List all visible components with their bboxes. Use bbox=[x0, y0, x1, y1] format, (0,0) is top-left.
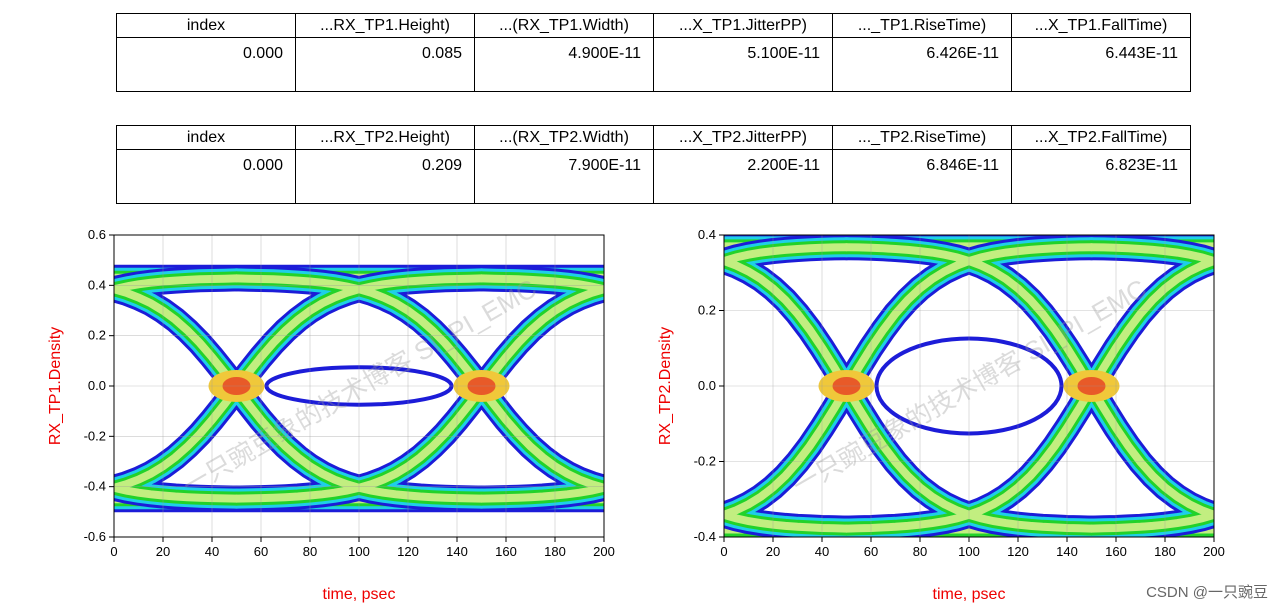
footer-credit: CSDN @一只豌豆 bbox=[1146, 584, 1268, 601]
eye-falling-band bbox=[114, 483, 241, 503]
cell-width: 4.900E-11 bbox=[474, 37, 654, 92]
y-tick-label: -0.4 bbox=[84, 479, 106, 494]
x-tick-label: 40 bbox=[815, 544, 829, 559]
x-tick-label: 120 bbox=[1007, 544, 1029, 559]
y-tick-label: 0.4 bbox=[88, 277, 106, 292]
x-tick-label: 40 bbox=[205, 544, 219, 559]
y-axis-label: RX_TP2.Density bbox=[657, 327, 674, 445]
cell-falltime: 6.443E-11 bbox=[1011, 37, 1191, 92]
x-tick-label: 160 bbox=[1105, 544, 1127, 559]
cell-height: 0.085 bbox=[295, 37, 475, 92]
eye-falling-band bbox=[477, 274, 604, 294]
cell-index: 0.000 bbox=[116, 37, 296, 92]
y-tick-label: 0.6 bbox=[88, 227, 106, 242]
column-header-risetime: ..._TP1.RiseTime) bbox=[832, 13, 1012, 38]
x-tick-label: 0 bbox=[720, 544, 727, 559]
column-header-width: ...(RX_TP1.Width) bbox=[474, 13, 654, 38]
y-tick-label: -0.2 bbox=[694, 454, 716, 469]
y-tick-label: 0.2 bbox=[698, 303, 716, 318]
x-axis-label: time, psec bbox=[323, 586, 396, 603]
cell-height: 0.209 bbox=[295, 149, 475, 204]
column-header-width: ...(RX_TP2.Width) bbox=[474, 125, 654, 150]
eye-falling-band bbox=[1087, 243, 1214, 266]
eye-diagram-rx-tp1: 0 20 40 60 80 100 120 140 160 180 200 -0.6 -0.4 -0.2 0… bbox=[47, 227, 615, 603]
y-tick-label: 0.0 bbox=[88, 378, 106, 393]
y-tick-label: 0.2 bbox=[88, 328, 106, 343]
cell-jitter: 5.100E-11 bbox=[653, 37, 833, 92]
y-tick-label: 0.4 bbox=[698, 227, 716, 242]
x-tick-label: 180 bbox=[544, 544, 566, 559]
x-tick-label: 120 bbox=[397, 544, 419, 559]
x-tick-label: 100 bbox=[348, 544, 370, 559]
x-tick-label: 80 bbox=[303, 544, 317, 559]
y-tick-label: -0.4 bbox=[694, 529, 716, 544]
column-header-risetime: ..._TP2.RiseTime) bbox=[832, 125, 1012, 150]
column-header-falltime: ...X_TP2.FallTime) bbox=[1011, 125, 1191, 150]
cell-width: 7.900E-11 bbox=[474, 149, 654, 204]
cell-risetime: 6.846E-11 bbox=[832, 149, 1012, 204]
x-tick-label: 180 bbox=[1154, 544, 1176, 559]
x-tick-label: 80 bbox=[913, 544, 927, 559]
cell-falltime: 6.823E-11 bbox=[1011, 149, 1191, 204]
column-header-jitter: ...X_TP1.JitterPP) bbox=[653, 13, 833, 38]
column-header-height: ...RX_TP2.Height) bbox=[295, 125, 475, 150]
eye-rising-band bbox=[1087, 510, 1214, 533]
column-header-falltime: ...X_TP1.FallTime) bbox=[1011, 13, 1191, 38]
column-header-index: index bbox=[116, 13, 296, 38]
column-header-jitter: ...X_TP2.JitterPP) bbox=[653, 125, 833, 150]
cell-jitter: 2.200E-11 bbox=[653, 149, 833, 204]
x-tick-label: 160 bbox=[495, 544, 517, 559]
eye-rising-band bbox=[724, 243, 851, 266]
table-header-row: index ...RX_TP1.Height) ...(RX_TP1.Width… bbox=[116, 13, 1191, 38]
eye-rising-band bbox=[477, 483, 604, 503]
x-axis-label: time, psec bbox=[933, 586, 1006, 603]
x-tick-label: 0 bbox=[110, 544, 117, 559]
table-row: 0.000 0.209 7.900E-11 2.200E-11 6.846E-1… bbox=[116, 149, 1191, 204]
table-row: 0.000 0.085 4.900E-11 5.100E-11 6.426E-1… bbox=[116, 37, 1191, 92]
x-tick-label: 200 bbox=[593, 544, 615, 559]
x-tick-label: 20 bbox=[766, 544, 780, 559]
x-tick-label: 200 bbox=[1203, 544, 1225, 559]
column-header-index: index bbox=[116, 125, 296, 150]
table-header-row: index ...RX_TP2.Height) ...(RX_TP2.Width… bbox=[116, 125, 1191, 150]
x-tick-label: 60 bbox=[864, 544, 878, 559]
x-tick-label: 140 bbox=[1056, 544, 1078, 559]
eye-diagram-rx-tp2: 0 20 40 60 80 100 120 140 160 180 200 -0.4 -0.2 0.0 0.… bbox=[657, 227, 1225, 603]
table-rx-tp1: index ...RX_TP1.Height) ...(RX_TP1.Width… bbox=[116, 13, 1191, 92]
y-tick-label: -0.6 bbox=[84, 529, 106, 544]
x-tick-label: 100 bbox=[958, 544, 980, 559]
eye-rising-band bbox=[114, 274, 241, 294]
x-tick-label: 20 bbox=[156, 544, 170, 559]
column-header-height: ...RX_TP1.Height) bbox=[295, 13, 475, 38]
cell-index: 0.000 bbox=[116, 149, 296, 204]
cell-risetime: 6.426E-11 bbox=[832, 37, 1012, 92]
table-rx-tp2: index ...RX_TP2.Height) ...(RX_TP2.Width… bbox=[116, 125, 1191, 204]
y-axis-label: RX_TP1.Density bbox=[47, 327, 64, 445]
x-tick-label: 140 bbox=[446, 544, 468, 559]
y-tick-label: -0.2 bbox=[84, 428, 106, 443]
y-tick-label: 0.0 bbox=[698, 378, 716, 393]
x-tick-label: 60 bbox=[254, 544, 268, 559]
eye-falling-band bbox=[724, 510, 851, 533]
